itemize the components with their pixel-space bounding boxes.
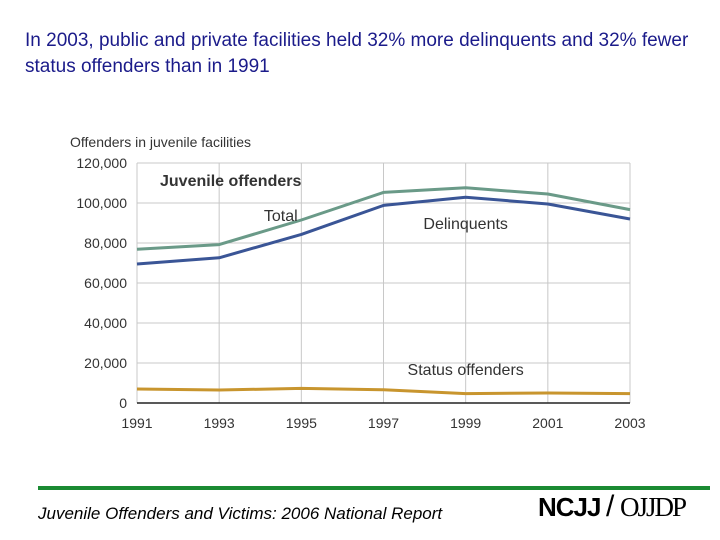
x-tick-label: 2001 <box>532 415 563 431</box>
x-tick-label: 1999 <box>450 415 481 431</box>
chart-grid <box>136 162 631 403</box>
chart-series <box>136 186 631 396</box>
chart-labels: Offenders in juvenile facilities Juvenile… <box>70 134 524 379</box>
y-tick-label: 20,000 <box>84 355 127 371</box>
footer-source: Juvenile Offenders and Victims: 2006 Nat… <box>38 504 443 523</box>
series-label-status-offenders: Status offenders <box>408 362 524 379</box>
y-tick-label: 120,000 <box>76 155 127 171</box>
chart-ticks: 0 20,000 40,000 60,000 80,000 100,000 120,000 1… <box>76 155 645 431</box>
y-tick-label: 60,000 <box>84 275 127 291</box>
y-tick-label: 100,000 <box>76 195 127 211</box>
ncjj-ojjdp-logo: NCJJ / OJJDP <box>538 490 688 528</box>
series-label-total: Total <box>264 208 298 225</box>
x-tick-label: 1993 <box>204 415 235 431</box>
slide-title: In 2003, public and private facilities h… <box>25 30 689 77</box>
y-axis-title: Offenders in juvenile facilities <box>70 134 251 150</box>
series-line-status-offenders <box>136 386 631 396</box>
logo-slash: / <box>606 490 615 523</box>
series-line-delinquents <box>136 195 631 266</box>
y-tick-label: 0 <box>119 395 127 411</box>
series-line-total <box>136 186 631 251</box>
footer-rule <box>38 486 710 490</box>
y-tick-label: 40,000 <box>84 315 127 331</box>
x-tick-label: 1997 <box>368 415 399 431</box>
x-tick-label: 2003 <box>614 415 645 431</box>
x-tick-label: 1991 <box>121 415 152 431</box>
chart-title: Juvenile offenders <box>160 173 301 190</box>
y-tick-label: 80,000 <box>84 235 127 251</box>
x-tick-label: 1995 <box>286 415 317 431</box>
ojjdp-logo-text: OJJDP <box>620 492 687 522</box>
series-label-delinquents: Delinquents <box>423 216 508 233</box>
ncjj-logo-text: NCJJ <box>538 492 601 522</box>
